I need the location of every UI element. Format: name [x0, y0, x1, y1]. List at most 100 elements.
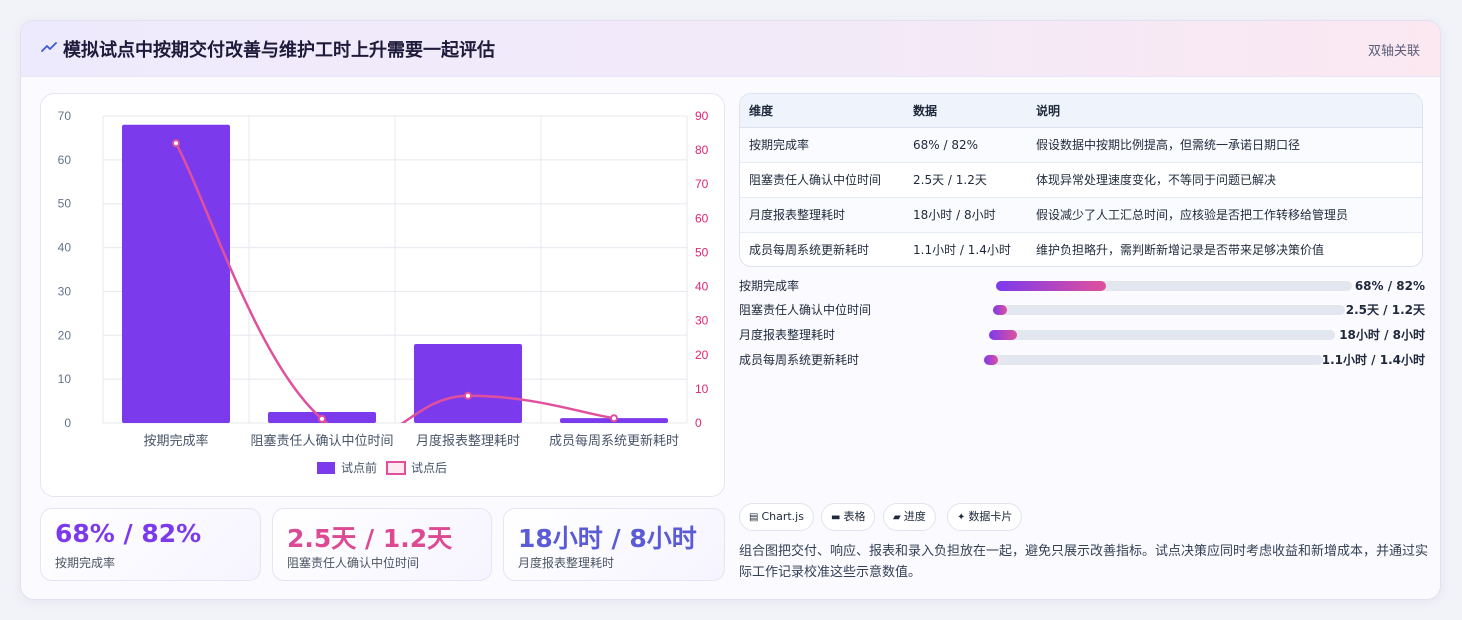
point-after	[318, 414, 326, 423]
y-right-tick-label: 80	[695, 143, 709, 157]
y-left-tick-label: 0	[64, 416, 71, 430]
sparkline-icon	[41, 42, 57, 52]
point-after	[610, 414, 618, 423]
progress-icon: ▰	[893, 512, 901, 523]
line-after	[174, 142, 615, 423]
stat-label: 阻塞责任人确认中位时间	[287, 556, 420, 570]
legend-label-before: 试点前	[341, 460, 377, 475]
table-cell: 2.5天 / 1.2天	[904, 161, 1027, 197]
legend-swatch-before	[317, 462, 335, 474]
legend-label-after: 试点后	[411, 460, 447, 475]
point-after	[464, 391, 472, 400]
table-cell: 假设减少了人工汇总时间，应核验是否把工作转移给管理员	[1027, 196, 1422, 232]
table-row: 按期完成率 68% / 82% 假设数据中按期比例提高，但需统一承诺日期口径	[740, 126, 1422, 162]
progress-label: 成员每周系统更新耗时	[739, 353, 860, 367]
stat-value: 68% / 82%	[55, 519, 202, 548]
card-header: 模拟试点中按期交付改善与维护工时上升需要一起评估 双轴关联	[21, 21, 1440, 77]
chip-label: Chart.js	[761, 510, 804, 523]
y-right-tick-label: 60	[695, 211, 709, 225]
table-cell: 按期完成率	[740, 126, 904, 162]
bar-before	[414, 344, 522, 423]
y-left-tick-label: 70	[58, 109, 72, 123]
stat-value: 2.5天 / 1.2天	[287, 524, 453, 553]
x-tick-label: 成员每周系统更新耗时	[549, 433, 679, 448]
progress-track	[984, 355, 1323, 365]
point-after	[172, 139, 180, 148]
table-cell: 月度报表整理耗时	[740, 196, 904, 232]
chip-datacard[interactable]: ✦ 数据卡片	[947, 503, 1023, 531]
progress-blocker: 阻塞责任人确认中位时间 2.5天 / 1.2天	[739, 302, 1425, 318]
combo-chart: 0 10 20 30 40 50 60 70 0 10 20 30 40 50 60 70 80 90 按期完成率 阻…	[40, 93, 725, 497]
chart-description: 组合图把交付、响应、报表和录入负担放在一起，避免只展示改善指标。试点决策应同时考…	[739, 544, 1429, 580]
x-tick-label: 月度报表整理耗时	[416, 433, 520, 448]
table-cell: 18小时 / 8小时	[904, 196, 1027, 232]
progress-fill	[993, 305, 1008, 315]
y-right-tick-label: 70	[695, 177, 709, 191]
table-cell: 68% / 82%	[904, 126, 1027, 162]
bar-before	[122, 124, 230, 424]
table-cell: 假设数据中按期比例提高，但需统一承诺日期口径	[1027, 126, 1422, 162]
chip-label: 表格	[843, 510, 866, 523]
column-header: 数据	[904, 94, 1027, 128]
y-left-tick-label: 20	[58, 328, 72, 342]
progress-value: 1.1小时 / 1.4小时	[1321, 353, 1425, 367]
progress-track	[993, 305, 1345, 315]
table-row: 成员每周系统更新耗时 1.1小时 / 1.4小时 维护负担略升，需判断新增记录是…	[740, 231, 1422, 266]
table-cell: 维护负担略升，需判断新增记录是否带来足够决策价值	[1027, 231, 1422, 266]
y-right-tick-label: 40	[695, 280, 709, 294]
chip-label: 进度	[903, 510, 926, 523]
progress-label: 阻塞责任人确认中位时间	[739, 303, 872, 317]
progress-ontime: 按期完成率 68% / 82%	[739, 278, 1425, 294]
stat-label: 月度报表整理耗时	[518, 556, 615, 570]
table-cell: 1.1小时 / 1.4小时	[904, 231, 1027, 266]
x-tick-label: 按期完成率	[143, 433, 208, 448]
chip-chartjs[interactable]: ▤ Chart.js	[739, 503, 814, 531]
table-header-row: 维度 数据 说明	[740, 94, 1422, 128]
table-cell: 阻塞责任人确认中位时间	[740, 161, 904, 197]
progress-track	[996, 281, 1352, 291]
stat-label: 按期完成率	[55, 556, 116, 570]
stat-value: 18小时 / 8小时	[518, 524, 697, 553]
y-left-tick-label: 30	[58, 284, 72, 298]
sparkle-icon: ✦	[957, 512, 966, 523]
progress-fill	[989, 330, 1017, 340]
progress-update: 成员每周系统更新耗时 1.1小时 / 1.4小时	[739, 352, 1425, 368]
progress-report: 月度报表整理耗时 18小时 / 8小时	[739, 327, 1425, 343]
table-cell: 成员每周系统更新耗时	[740, 231, 904, 266]
data-table: 维度 数据 说明 按期完成率 68% / 82% 假设数据中按期比例提高，但需统…	[739, 93, 1423, 267]
x-tick-label: 阻塞责任人确认中位时间	[250, 433, 393, 448]
y-left-tick-label: 10	[58, 372, 72, 386]
progress-label: 月度报表整理耗时	[739, 328, 836, 342]
progress-fill	[996, 281, 1107, 291]
progress-track	[989, 330, 1335, 340]
table-icon: ▬	[831, 512, 841, 523]
stat-card-blocker: 2.5天 / 1.2天 阻塞责任人确认中位时间	[272, 508, 492, 581]
y-right-tick-label: 20	[695, 348, 709, 362]
stat-card-ontime: 68% / 82% 按期完成率	[40, 508, 261, 581]
chip-label: 数据卡片	[968, 510, 1013, 523]
chip-table[interactable]: ▬ 表格	[821, 503, 876, 531]
progress-label: 按期完成率	[739, 279, 800, 293]
y-left-tick-label: 60	[58, 153, 72, 167]
y-right-tick-label: 30	[695, 314, 709, 328]
column-header: 说明	[1027, 94, 1422, 128]
y-right-tick-label: 50	[695, 245, 709, 259]
stat-card-report: 18小时 / 8小时 月度报表整理耗时	[503, 508, 725, 581]
progress-value: 2.5天 / 1.2天	[1345, 303, 1425, 317]
y-right-tick-label: 10	[695, 382, 709, 396]
table-row: 月度报表整理耗时 18小时 / 8小时 假设减少了人工汇总时间，应核验是否把工作…	[740, 196, 1422, 232]
column-header: 维度	[740, 94, 904, 128]
legend-swatch-after	[386, 461, 406, 475]
chart-svg: 0 10 20 30 40 50 60 70 0 10 20 30 40 50 60 70 80 90 按期完成率 阻…	[58, 109, 709, 475]
y-right-tick-label: 0	[695, 416, 702, 430]
chart-icon: ▤	[749, 512, 759, 523]
progress-fill	[984, 355, 998, 365]
progress-value: 18小时 / 8小时	[1339, 328, 1425, 342]
progress-value: 68% / 82%	[1354, 279, 1425, 293]
dual-axis-badge: 双轴关联	[1367, 44, 1420, 59]
table-row: 阻塞责任人确认中位时间 2.5天 / 1.2天 体现异常处理速度变化，不等同于问…	[740, 161, 1422, 197]
y-left-tick-label: 40	[58, 241, 72, 255]
y-right-tick-label: 90	[695, 109, 709, 123]
chip-progress[interactable]: ▰ 进度	[883, 503, 936, 531]
dashboard-card: 模拟试点中按期交付改善与维护工时上升需要一起评估 双轴关联 0 10 20 30 40 5…	[20, 20, 1441, 600]
